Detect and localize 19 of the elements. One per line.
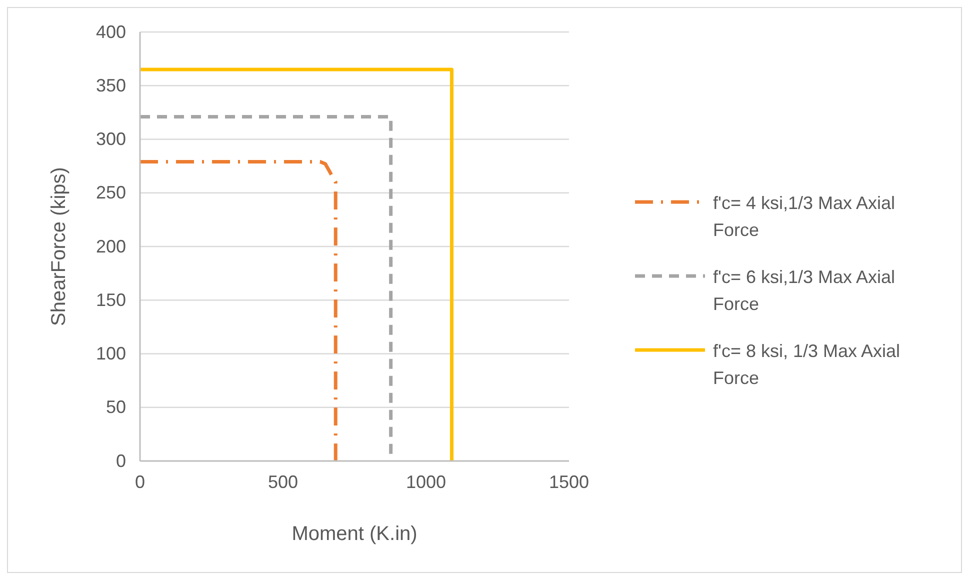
y-tick-label: 250 [96, 182, 126, 203]
x-tick-label: 500 [268, 472, 298, 492]
x-tick-label: 0 [134, 472, 146, 492]
y-axis-title: ShearForce (kips) [48, 167, 70, 326]
legend-label: f'c= 6 ksi,1/3 Max Axial Force [713, 267, 896, 314]
y-tick-label: 200 [96, 236, 126, 256]
y-tick-label: 50 [106, 397, 126, 418]
y-tick-label: 100 [96, 344, 126, 364]
y-tick-label: 400 [96, 22, 126, 42]
y-tick-label: 0 [116, 450, 126, 471]
line-series [138, 160, 338, 463]
y-tick-label: 350 [96, 75, 126, 96]
legend-label: f'c= 8 ksi, 1/3 Max Axial Force [713, 341, 900, 388]
legend-label: f'c= 4 ksi,1/3 Max Axial Force [713, 193, 896, 240]
y-tick-label: 150 [96, 290, 126, 310]
x-axis-title: Moment (K.in) [292, 523, 418, 545]
x-tick-label: 1000 [406, 472, 446, 492]
y-tick-label: 300 [96, 129, 126, 150]
x-tick-label: 1500 [548, 472, 590, 492]
